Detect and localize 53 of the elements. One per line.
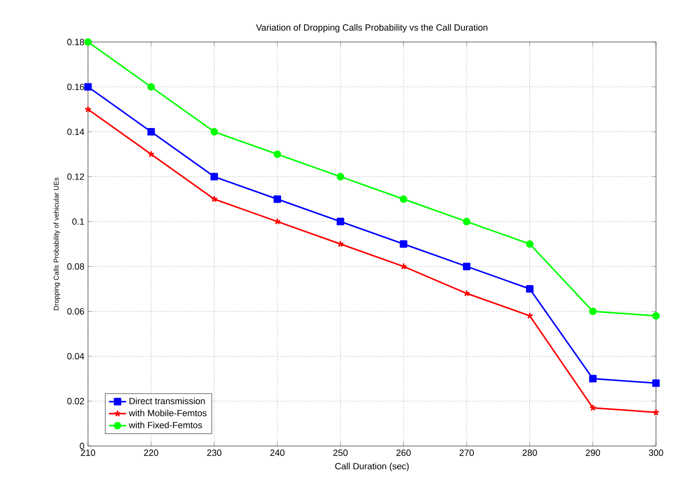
point [463,290,470,297]
y-tick-label: 0.1 [72,218,84,225]
point [274,218,281,225]
point [589,374,597,382]
point [336,172,344,180]
point [84,38,92,46]
point [462,262,470,270]
y-tick-label: 0.16 [67,84,84,90]
y-tick-label: 0.04 [67,353,84,360]
point [652,379,660,387]
x-tick-label: 260 [396,450,411,456]
point [400,240,408,248]
point [336,240,344,248]
point [274,150,282,158]
y-tick-label: 0.02 [67,398,84,404]
point [400,195,408,203]
point [526,312,534,319]
y-tick-label: 0.06 [67,308,84,315]
point [84,83,92,91]
point [147,128,155,136]
x-tick-label: 270 [460,450,474,456]
chart-title: Variation of Dropping Calls Probability vs the Call Duration [256,24,488,32]
x-tick-label: 230 [207,450,222,456]
point [400,262,408,270]
point [589,404,596,412]
x-tick-label: 280 [522,450,537,456]
legend-label: Direct transmission [130,398,205,404]
point [274,195,282,203]
x-tick-label: 240 [270,450,284,456]
x-tick-label: 250 [333,450,348,456]
y-tick-label: 0.18 [67,38,84,46]
x-tick-label: 210 [80,450,96,456]
point [589,308,597,316]
y-tick-label: 0.08 [67,263,84,270]
point [210,172,218,180]
legend-label: with Fixed-Femtos [128,422,202,428]
y-tick-label: 0.12 [67,173,84,180]
point [147,83,155,91]
x-tick-label: 290 [586,450,600,456]
legend-label: with Mobile-Femtos [128,410,206,416]
point [652,312,660,320]
y-tick-label: 0.14 [67,128,84,135]
point [148,150,155,158]
x-tick-label: 300 [648,450,664,456]
point [336,218,344,226]
point [210,195,218,202]
point [210,128,218,136]
point [526,240,534,248]
x-axis-title: Call Duration (sec) [335,462,409,472]
y-tick-label: 0 [80,442,84,450]
point [526,285,534,293]
point [462,218,470,226]
x-tick-label: 220 [144,450,158,456]
